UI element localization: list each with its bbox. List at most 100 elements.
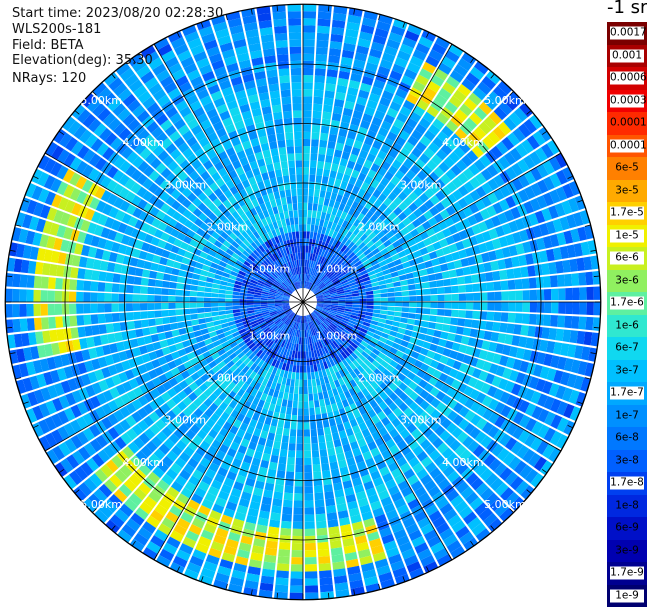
range-gate <box>373 198 383 208</box>
range-gate <box>267 321 275 327</box>
range-gate <box>426 244 436 253</box>
range-gate <box>257 279 266 285</box>
range-gate <box>104 354 115 366</box>
range-gate <box>241 365 250 374</box>
range-gate <box>228 531 241 542</box>
range-gate <box>163 324 172 332</box>
range-gate <box>137 407 149 419</box>
range-gate <box>534 210 546 224</box>
range-gate <box>146 515 161 529</box>
range-gate <box>90 235 101 247</box>
range-gate <box>386 364 395 373</box>
range-gate <box>243 400 252 410</box>
range-gate <box>238 397 247 407</box>
range-gate <box>81 349 91 361</box>
range-gate <box>52 445 65 461</box>
range-gate <box>519 360 530 373</box>
range-gate <box>358 307 367 312</box>
range-gate <box>273 491 283 500</box>
range-gate <box>309 329 313 337</box>
range-gate <box>177 171 189 182</box>
range-gate <box>47 303 56 316</box>
range-gate <box>336 84 348 94</box>
range-gate <box>481 182 493 195</box>
range-gate <box>312 261 316 269</box>
range-gate <box>318 355 323 364</box>
range-gate <box>247 507 259 518</box>
range-gate <box>223 356 232 365</box>
range-gate <box>386 131 398 142</box>
range-gate <box>295 315 299 323</box>
range-gate <box>173 118 186 130</box>
range-gate <box>175 475 188 487</box>
range-gate <box>387 310 395 316</box>
range-gate <box>201 264 211 272</box>
range-gate <box>372 285 380 291</box>
range-gate <box>107 117 122 132</box>
range-gate <box>342 42 356 52</box>
range-gate <box>319 332 325 340</box>
range-gate <box>281 315 288 321</box>
range-gate <box>165 172 177 184</box>
colorbar-cell: 6e-5 <box>607 157 647 180</box>
range-gate <box>475 392 487 404</box>
range-gate <box>343 256 351 264</box>
range-gate <box>463 181 475 193</box>
range-gate <box>268 373 276 382</box>
range-gate <box>234 511 247 522</box>
range-gate <box>394 296 403 302</box>
range-gate <box>119 464 133 478</box>
range-gate <box>63 328 72 340</box>
range-gate <box>190 493 204 505</box>
range-gate <box>196 113 209 124</box>
field-label: Field: BETA <box>12 38 84 53</box>
range-gate <box>172 211 182 221</box>
range-gate <box>260 344 268 352</box>
range-gate <box>537 393 549 408</box>
range-gate <box>379 59 393 70</box>
range-gate <box>393 397 404 407</box>
range-gate <box>165 511 179 524</box>
range-gate <box>328 366 335 375</box>
range-gate <box>166 410 177 421</box>
range-gate <box>395 302 403 307</box>
range-gate <box>221 322 229 329</box>
range-gate <box>51 413 63 428</box>
range-gate <box>234 248 243 257</box>
range-gate <box>317 271 323 279</box>
range-gate <box>109 343 119 354</box>
range-gate <box>198 383 209 393</box>
range-gate <box>26 303 34 317</box>
range-gate <box>305 281 308 289</box>
range-gate <box>275 345 281 353</box>
range-gate <box>389 101 402 112</box>
range-gate <box>229 232 238 241</box>
range-gate <box>325 76 337 85</box>
range-gate <box>357 188 366 198</box>
range-gate <box>248 225 257 234</box>
azimuth-tick <box>153 43 158 50</box>
range-gate <box>238 172 248 182</box>
range-gate <box>63 227 74 240</box>
range-gate <box>418 203 429 214</box>
colorbar-cell: 1e-5 <box>607 224 647 247</box>
range-gate <box>398 382 408 392</box>
range-gate <box>87 246 98 258</box>
range-gate <box>51 429 64 444</box>
range-gate <box>376 459 387 470</box>
range-gate <box>416 170 428 181</box>
range-gate <box>391 276 400 283</box>
range-gate <box>128 358 138 369</box>
range-gate <box>306 315 310 323</box>
range-gate <box>257 85 269 94</box>
range-gate <box>387 302 396 307</box>
range-gate <box>232 176 241 186</box>
range-gate <box>465 346 475 356</box>
range-gate <box>384 323 392 330</box>
range-gate <box>169 112 182 125</box>
range-gate <box>351 200 359 210</box>
range-gate <box>226 313 234 319</box>
range-gate <box>571 316 580 329</box>
range-gate <box>380 293 388 298</box>
range-gate <box>345 365 353 373</box>
